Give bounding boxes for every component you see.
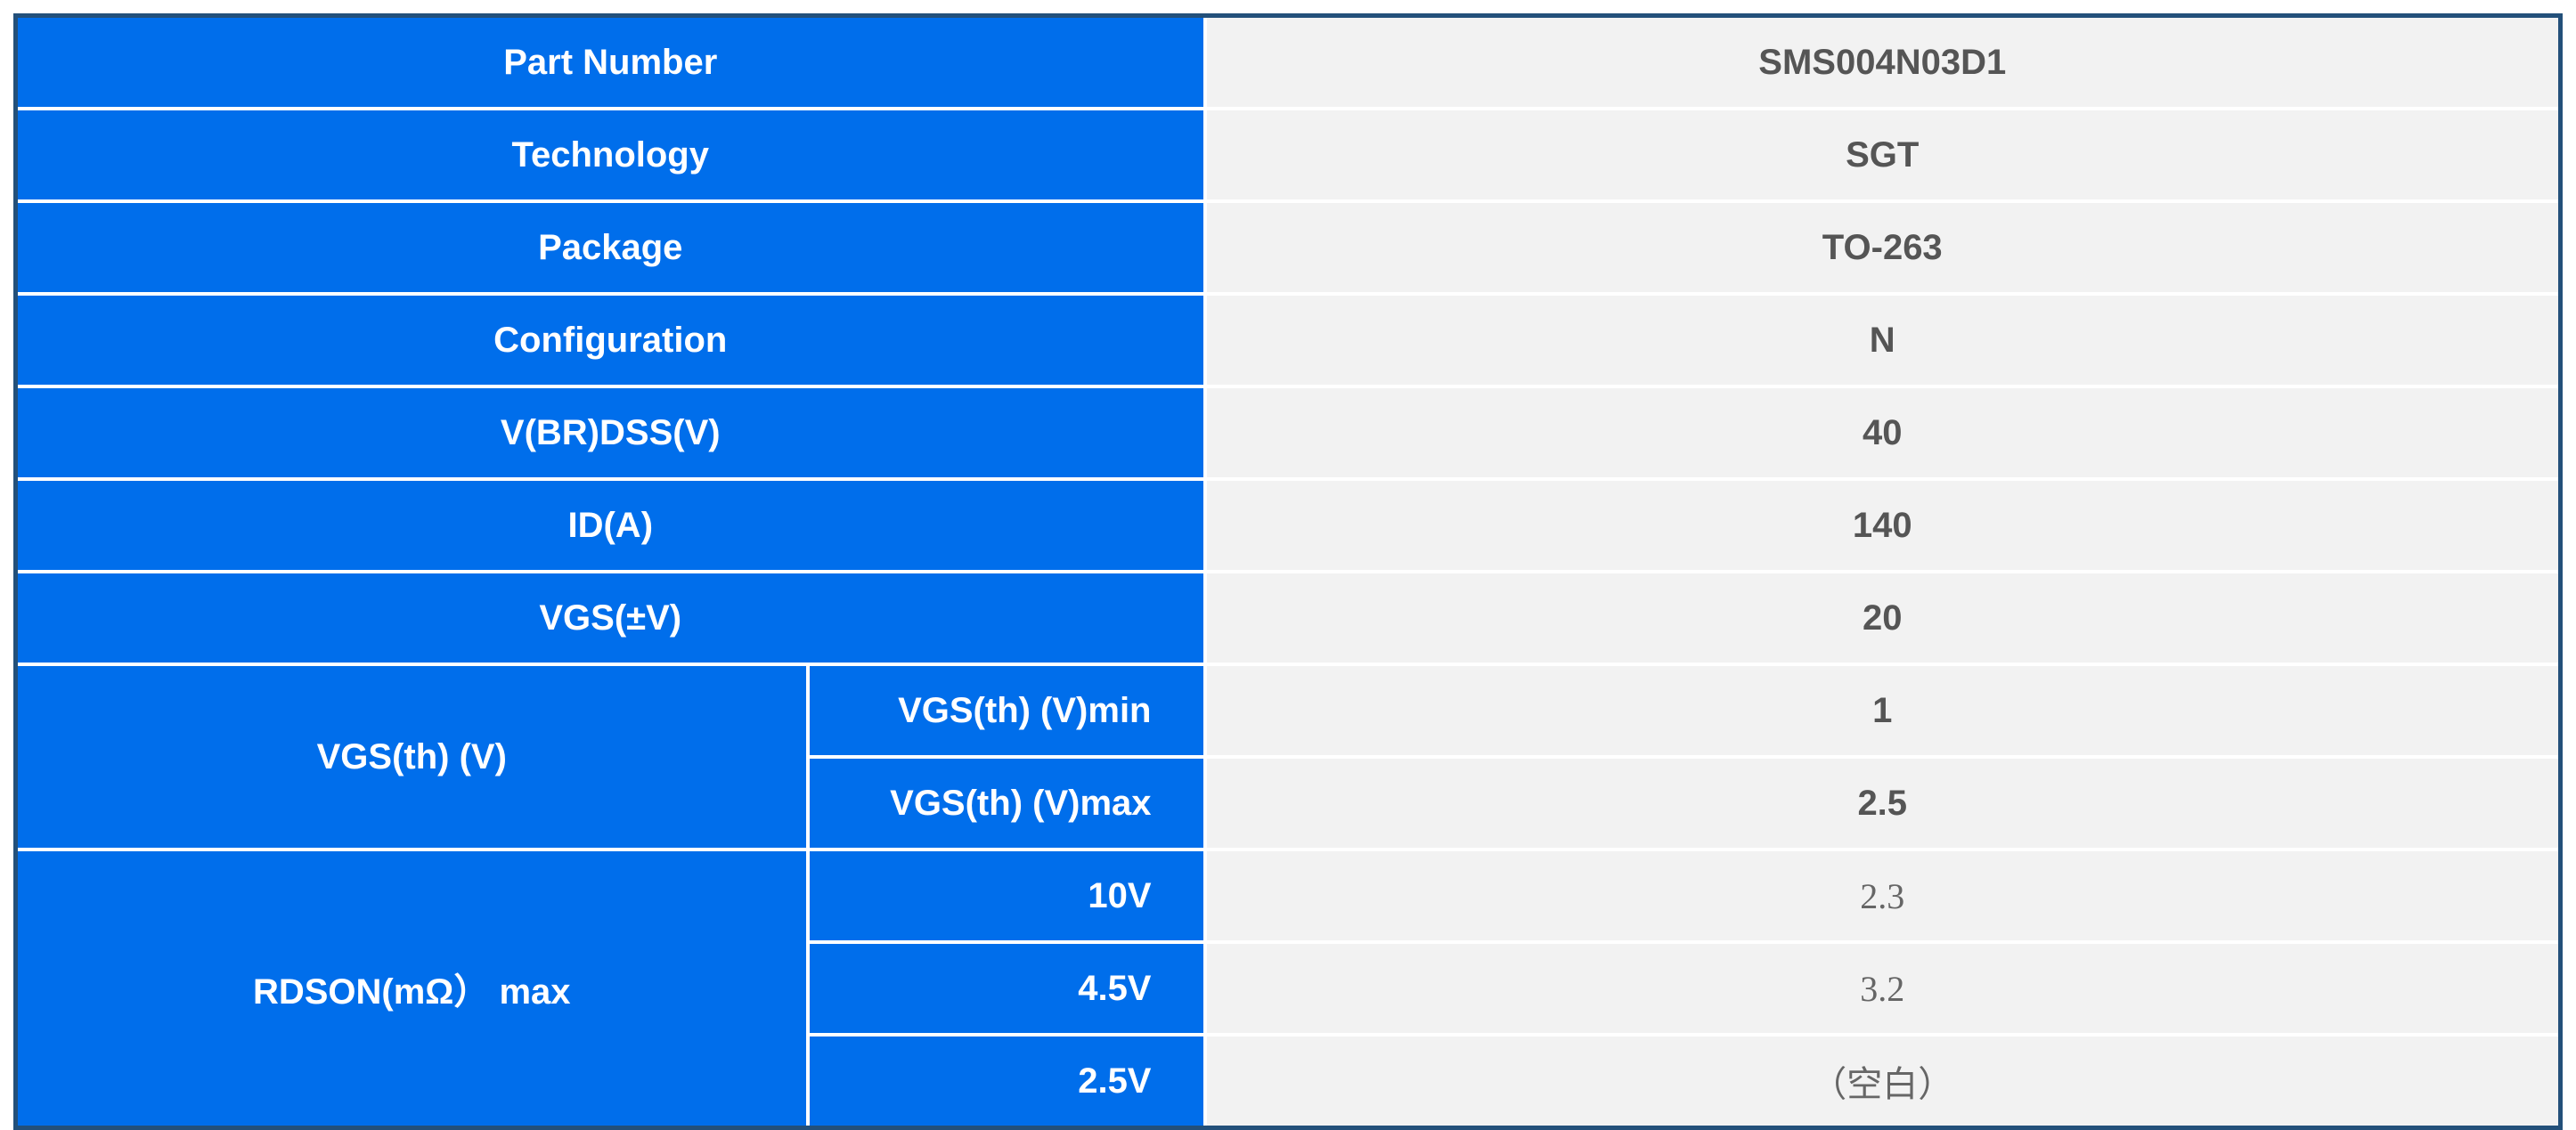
row-value: （空白） <box>1202 1033 2561 1128</box>
row-value: N <box>1202 292 2561 388</box>
sub-label: VGS(th) (V)min <box>805 663 1207 759</box>
table-row: RDSON(mΩ） max 10V 2.3 <box>15 848 2561 1130</box>
table-row: ID(A) 140 <box>15 477 2561 573</box>
sub-label: 2.5V <box>805 1033 1207 1128</box>
group-label-vgs-th: VGS(th) (V) <box>15 663 810 851</box>
table-row: Package TO-263 <box>15 199 2561 296</box>
row-label: ID(A) <box>15 477 1207 573</box>
table-row: VGS(th) (V) VGS(th) (V)min 1 <box>15 663 2561 851</box>
row-value: 1 <box>1202 663 2561 759</box>
row-label: VGS(±V) <box>15 570 1207 666</box>
row-label: Package <box>15 199 1207 296</box>
row-value: 3.2 <box>1202 940 2561 1037</box>
table-row: Part Number SMS004N03D1 <box>15 15 2561 110</box>
table-row: Configuration N <box>15 292 2561 388</box>
row-value: 2.3 <box>1202 848 2561 944</box>
row-value: 20 <box>1202 570 2561 666</box>
row-value: 2.5 <box>1202 755 2561 851</box>
sub-label: 10V <box>805 848 1207 944</box>
row-label: V(BR)DSS(V) <box>15 385 1207 481</box>
sub-label: VGS(th) (V)max <box>805 755 1207 851</box>
table-row: 4.5V 3.2 <box>16 940 2561 1037</box>
row-value: 40 <box>1202 385 2561 481</box>
table-row: Technology SGT <box>15 107 2561 203</box>
row-value: 140 <box>1202 477 2561 573</box>
table-row: VGS(±V) 20 <box>15 570 2561 666</box>
group-label-rdson: RDSON(mΩ） max <box>15 848 810 1130</box>
row-value: SMS004N03D1 <box>1202 15 2561 110</box>
sub-label: 4.5V <box>805 940 1207 1037</box>
row-value: TO-263 <box>1202 199 2561 296</box>
spec-table: Part Number SMS004N03D1 Technology SGT Pac… <box>13 13 2563 1130</box>
table-row: V(BR)DSS(V) 40 <box>15 385 2561 481</box>
row-label: Part Number <box>15 15 1207 110</box>
row-label: Configuration <box>15 292 1207 388</box>
row-value: SGT <box>1202 107 2561 203</box>
table-row: VGS(th) (V)max 2.5 <box>16 755 2561 851</box>
row-label: Technology <box>15 107 1207 203</box>
